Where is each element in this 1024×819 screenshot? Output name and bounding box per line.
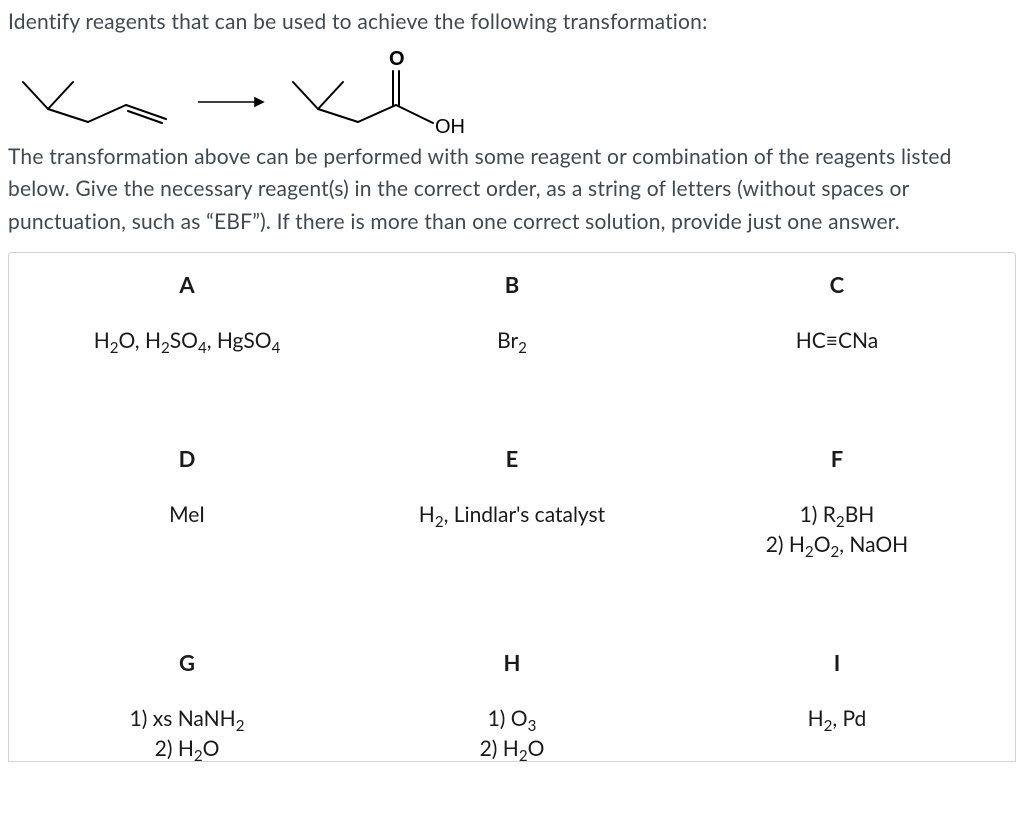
reagent-letter: B [505, 271, 520, 298]
reagent-D: D MeI [27, 445, 347, 530]
paragraph-code: EBF [214, 209, 252, 234]
reagent-formula: Br2 [497, 326, 527, 356]
reagent-H: H 1) O32) H2O [352, 649, 672, 765]
reagent-letter: H [504, 649, 521, 676]
reagent-row: D MeI E H2, Lindlar's catalyst F 1) R2BH… [27, 445, 997, 561]
label-OH: OH [435, 116, 465, 137]
reagent-letter: C [830, 271, 845, 298]
reagent-letter: I [834, 649, 841, 676]
reagent-row: A H2O, H2SO4, HgSO4 B Br2 C HC≡CNa [27, 271, 997, 356]
reagent-formula: H2, Pd [808, 704, 867, 734]
label-O: O [389, 48, 405, 70]
reaction-svg: O OH [8, 47, 508, 137]
paragraph-suffix: ”). If there is more than one correct so… [252, 209, 900, 234]
question-intro: Identify reagents that can be used to ac… [8, 6, 1016, 39]
reagent-letter: D [179, 445, 196, 472]
reagent-formula: H2, Lindlar's catalyst [419, 500, 605, 530]
reagent-E: E H2, Lindlar's catalyst [352, 445, 672, 530]
reagent-formula: H2O, H2SO4, HgSO4 [94, 326, 281, 356]
reaction-scheme: O OH [8, 47, 1016, 137]
reagent-C: C HC≡CNa [677, 271, 997, 356]
question-paragraph: The transformation above can be performe… [8, 141, 1016, 239]
reagents-table: A H2O, H2SO4, HgSO4 B Br2 C HC≡CNa D MeI… [8, 252, 1016, 762]
reagent-F: F 1) R2BH2) H2O2, NaOH [677, 445, 997, 561]
reagent-formula: HC≡CNa [796, 326, 878, 356]
reagent-letter: G [179, 649, 195, 676]
reagent-letter: E [506, 445, 519, 472]
reagent-formula: 1) xs NaNH22) H2O [130, 704, 245, 765]
page: Identify reagents that can be used to ac… [0, 0, 1024, 762]
reagent-letter: F [831, 445, 843, 472]
reagent-formula: 1) R2BH2) H2O2, NaOH [766, 500, 908, 561]
reagent-B: B Br2 [352, 271, 672, 356]
reagent-formula: MeI [169, 500, 205, 530]
reagent-row: G 1) xs NaNH22) H2O H 1) O32) H2O I H2, … [27, 649, 997, 765]
reagent-I: I H2, Pd [677, 649, 997, 734]
reagent-letter: A [179, 271, 194, 298]
reagent-formula: 1) O32) H2O [480, 704, 545, 765]
reagent-G: G 1) xs NaNH22) H2O [27, 649, 347, 765]
reagent-A: A H2O, H2SO4, HgSO4 [27, 271, 347, 356]
